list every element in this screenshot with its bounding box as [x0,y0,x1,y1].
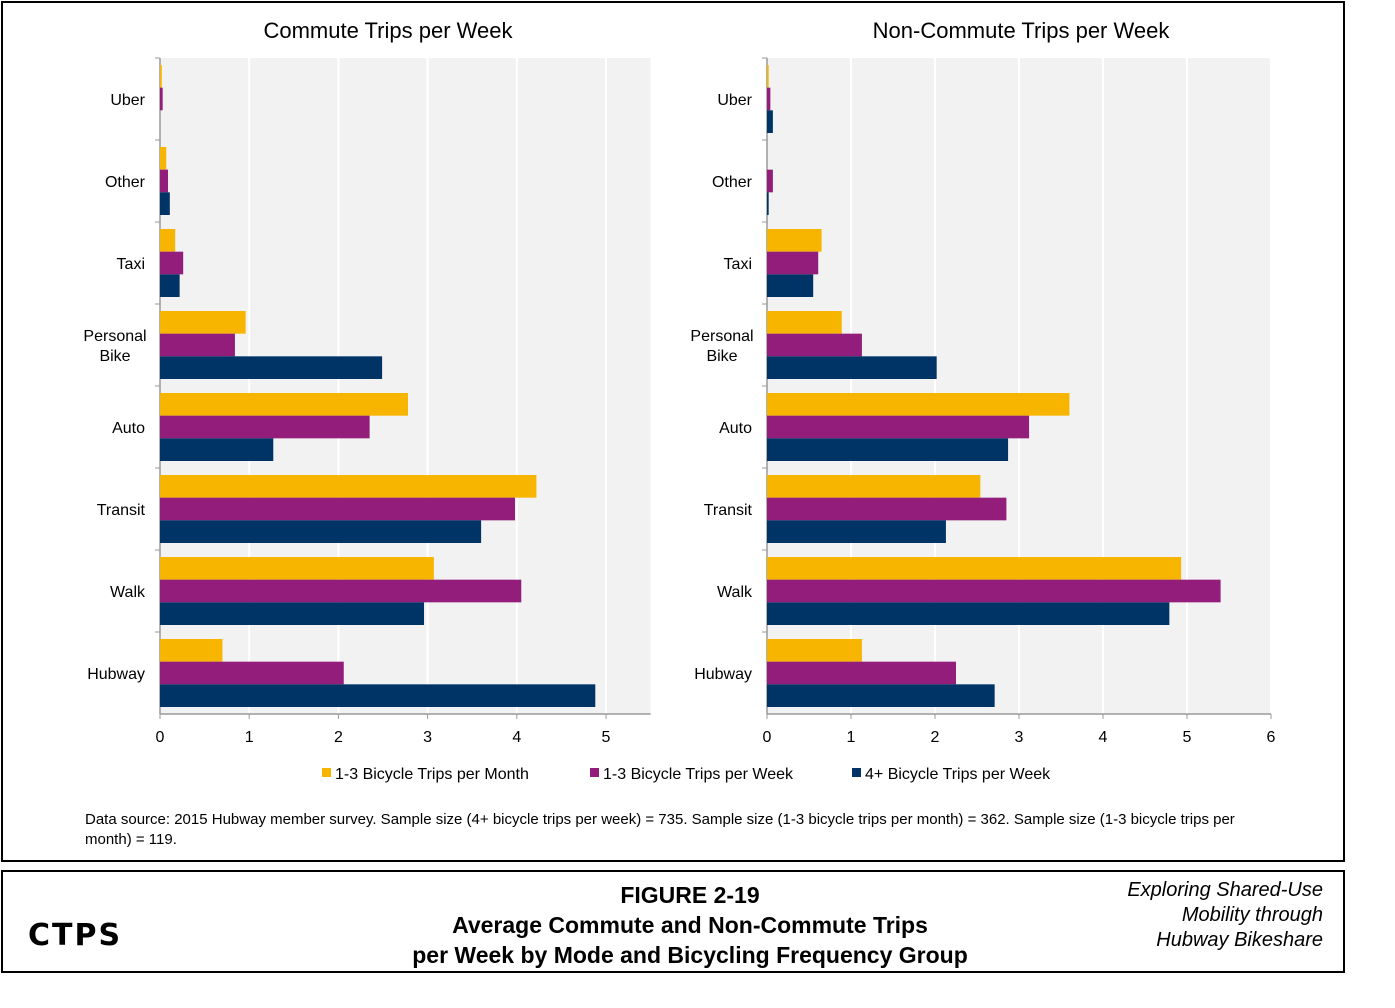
bar-transit [767,520,946,543]
bar-taxi [767,229,822,252]
bar-walk [160,579,522,603]
bar-hubway [767,661,956,685]
category-label: Personal [690,328,753,345]
x-tick-label: 3 [1015,729,1024,746]
x-tick-label: 2 [334,729,343,746]
legend-label: 1-3 Bicycle Trips per Week [603,766,794,783]
category-label: Taxi [117,256,145,273]
report-title-line: Exploring Shared-Use [1127,879,1323,901]
bar-uber [767,65,769,88]
bar-other [767,192,769,215]
category-label: Bike [99,348,130,365]
x-tick-label: 4 [512,729,521,746]
bar-transit [160,520,482,543]
chart-title: Non-Commute Trips per Week [873,18,1171,43]
bar-transit [160,475,537,498]
bar-auto [160,438,274,461]
category-label: Uber [110,92,145,109]
x-tick-label: 1 [245,729,254,746]
x-tick-label: 0 [763,729,772,746]
x-tick-label: 0 [156,729,165,746]
bar-taxi [767,251,819,275]
category-label: Auto [719,420,752,437]
category-label: Hubway [87,666,145,683]
bar-taxi [767,274,814,297]
bar-auto [160,393,408,416]
category-label: Taxi [724,256,752,273]
bar-hubway [767,639,862,662]
bar-other [160,147,167,170]
bar-walk [160,602,425,625]
bar-hubway [767,684,995,707]
x-tick-label: 4 [1099,729,1108,746]
bar-transit [767,497,1007,521]
bar-walk [160,557,434,580]
legend-swatch [590,768,599,777]
legend-swatch [322,768,331,777]
bar-hubway [160,639,223,662]
bar-walk [767,579,1221,603]
chart-frame [1,1,1345,862]
ctps-logo: CTPS [28,918,123,953]
bar-walk [767,557,1182,580]
bar-other [767,169,773,193]
caption-frame [1,870,1345,973]
bar-charts: Commute Trips per Week 0 1 2 3 4 5 Uber Other Tax… [83,18,1276,783]
category-label: Uber [717,92,752,109]
x-tick-label: 3 [423,729,432,746]
legend-swatch [852,768,861,777]
bar-personal-bike [767,311,842,334]
category-label: Walk [717,584,753,601]
category-label: Auto [112,420,145,437]
bar-hubway [160,661,344,685]
data-source-note: Data source: 2015 Hubway member survey. … [85,811,1235,848]
category-label: Hubway [694,666,752,683]
figure-number: FIGURE 2-19 [620,882,760,908]
bar-uber [767,110,773,133]
category-label: Transit [97,502,146,519]
bar-auto [160,415,370,439]
category-label: Personal [83,328,146,345]
bar-personal-bike [160,356,383,379]
bar-personal-bike [160,311,246,334]
legend-label: 4+ Bicycle Trips per Week [865,766,1051,783]
bar-auto [767,415,1030,439]
bar-personal-bike [767,356,937,379]
bar-uber [160,87,163,111]
x-tick-label: 5 [1183,729,1192,746]
bar-taxi [160,274,180,297]
category-label: Transit [704,502,753,519]
bar-taxi [160,229,176,252]
bar-walk [767,602,1170,625]
bar-uber [160,65,162,88]
figure-title-line1: Average Commute and Non-Commute Trips [452,912,928,938]
report-title-line: Mobility through [1181,904,1323,926]
figure-title-line2: per Week by Mode and Bicycling Frequency… [412,942,968,968]
report-title-line: Hubway Bikeshare [1156,929,1323,951]
bar-other [160,192,170,215]
chart-title: Commute Trips per Week [263,18,513,43]
x-tick-label: 6 [1267,729,1276,746]
legend-label: 1-3 Bicycle Trips per Month [335,766,529,783]
x-tick-label: 2 [931,729,940,746]
bar-hubway [160,684,596,707]
bar-other [160,169,169,193]
bar-taxi [160,251,184,275]
bar-personal-bike [767,333,862,357]
category-label: Other [712,174,753,191]
bar-uber [767,87,771,111]
category-label: Walk [110,584,146,601]
bar-personal-bike [160,333,235,357]
bar-transit [160,497,516,521]
figure-caption: FIGURE 2-19 Average Commute and Non-Comm… [340,880,1040,970]
category-label: Other [105,174,146,191]
x-tick-label: 5 [602,729,611,746]
bar-transit [767,475,981,498]
category-label: Bike [706,348,737,365]
x-tick-label: 1 [847,729,856,746]
report-title: Exploring Shared-Use Mobility through Hu… [1127,878,1323,953]
bar-auto [767,393,1070,416]
bar-auto [767,438,1009,461]
